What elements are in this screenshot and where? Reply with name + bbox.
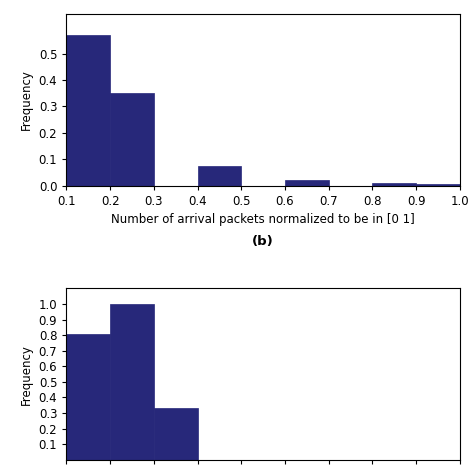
Bar [416,184,460,186]
X-axis label: Number of arrival packets normalized to be in [0 1]: Number of arrival packets normalized to … [111,213,415,226]
Text: (b): (b) [252,235,274,247]
Bar [110,304,154,460]
Bar [285,180,328,186]
Bar [154,409,198,460]
Y-axis label: Frequency: Frequency [20,70,33,130]
Bar [66,334,110,460]
Y-axis label: Frequency: Frequency [20,344,33,404]
Bar [66,35,110,186]
Bar [110,93,154,186]
Bar [373,183,416,186]
Bar [198,166,241,186]
